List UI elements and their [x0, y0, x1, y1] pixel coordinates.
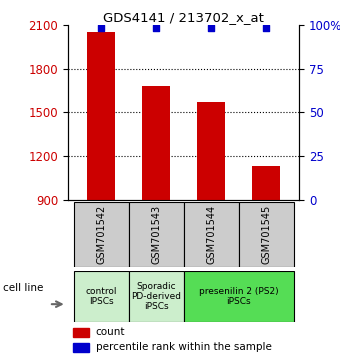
Bar	[142, 86, 170, 200]
Text: GSM701545: GSM701545	[261, 205, 271, 264]
Text: control
IPSCs: control IPSCs	[85, 287, 117, 306]
Text: GSM701542: GSM701542	[96, 205, 106, 264]
Bar	[239, 202, 294, 267]
Title: GDS4141 / 213702_x_at: GDS4141 / 213702_x_at	[103, 11, 264, 24]
Text: percentile rank within the sample: percentile rank within the sample	[96, 342, 272, 352]
Bar	[73, 343, 89, 352]
Point	[153, 25, 159, 31]
Bar	[184, 202, 239, 267]
Point	[98, 25, 104, 31]
Bar	[73, 202, 129, 267]
Bar	[129, 202, 184, 267]
Bar	[73, 327, 89, 337]
Bar	[73, 271, 129, 322]
Bar	[129, 271, 184, 322]
Text: cell line: cell line	[3, 282, 44, 293]
Text: Sporadic
PD-derived
iPSCs: Sporadic PD-derived iPSCs	[131, 281, 181, 312]
Bar	[184, 271, 294, 322]
Point	[208, 25, 214, 31]
Text: GSM701544: GSM701544	[206, 205, 216, 264]
Text: GSM701543: GSM701543	[151, 205, 161, 264]
Bar	[87, 32, 115, 200]
Bar	[197, 102, 225, 200]
Point	[264, 25, 269, 31]
Text: count: count	[96, 327, 125, 337]
Bar	[252, 166, 280, 200]
Text: presenilin 2 (PS2)
iPSCs: presenilin 2 (PS2) iPSCs	[199, 287, 278, 306]
